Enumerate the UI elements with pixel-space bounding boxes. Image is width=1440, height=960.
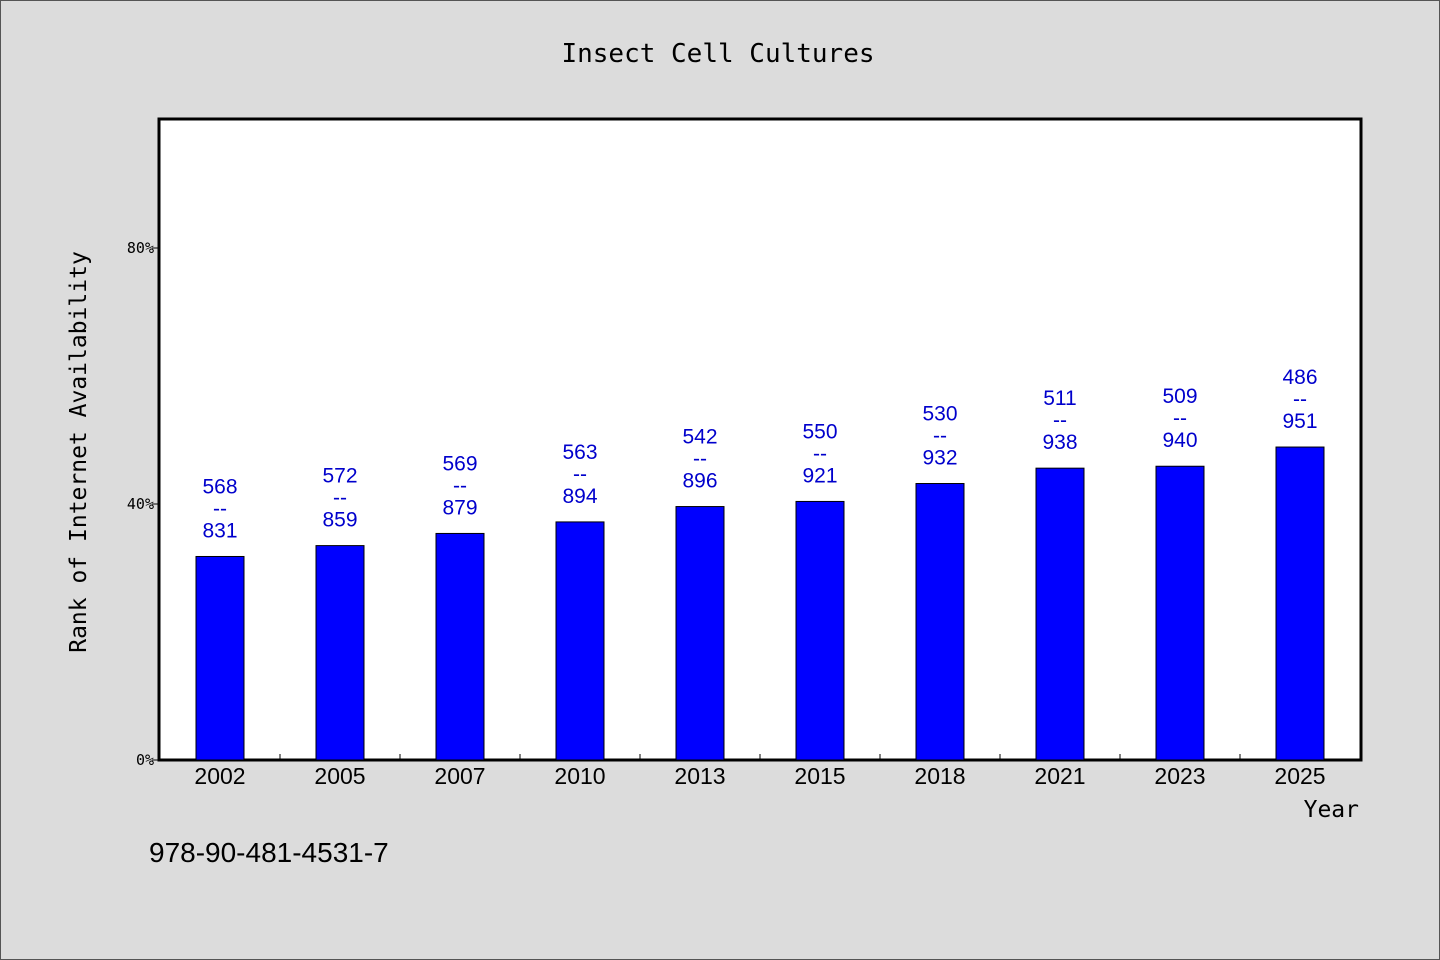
data-label-top: 572 [322,465,357,488]
data-label-bottom: 896 [682,470,717,493]
data-label-top: 486 [1282,366,1317,389]
data-label-top: 550 [802,420,837,443]
data-label-top: 569 [442,452,477,475]
data-label-separator: -- [333,487,347,510]
data-label-bottom: 831 [202,519,237,542]
chart-title: Insect Cell Cultures [561,39,874,69]
x-axis: 2002 2005 2007 2010 2013 2015 2018 2021 2023 2025 [194,754,1326,789]
data-label-bottom: 879 [442,496,477,519]
data-label-top: 542 [682,426,717,449]
data-label-top: 563 [562,441,597,464]
data-label-separator: -- [453,474,467,497]
x-tick-label: 2002 [194,763,245,789]
footnote-text: 978-90-481-4531-7 [149,837,389,868]
y-tick-label: 40% [127,495,154,513]
x-tick-label: 2015 [794,763,845,789]
data-label-top: 511 [1043,387,1076,410]
x-tick-label: 2005 [314,763,365,789]
y-axis: 0% 40% 80% [127,239,160,769]
data-label-separator: -- [933,425,947,448]
data-label-bottom: 894 [562,485,597,508]
data-label-separator: -- [1053,409,1067,432]
x-tick-label: 2018 [914,763,965,789]
data-label-bottom: 951 [1282,410,1317,433]
data-label-top: 568 [202,475,237,498]
bar [1035,467,1085,761]
y-tick-label: 0% [136,751,154,769]
bar [1155,465,1205,761]
data-label-separator: -- [573,463,587,486]
x-tick-label: 2021 [1034,763,1085,789]
data-label-top: 509 [1162,385,1197,408]
bar [915,483,965,761]
bar [795,500,845,761]
y-tick-label: 80% [127,239,154,257]
data-label-bottom: 921 [802,464,837,487]
data-label-separator: -- [813,442,827,465]
data-label-bottom: 932 [922,447,957,470]
x-tick-label: 2007 [434,763,485,789]
bar [195,555,245,761]
data-label-bottom: 859 [322,509,357,532]
x-tick-label: 2010 [554,763,605,789]
x-tick-label: 2025 [1274,763,1325,789]
x-axis-title: Year [1304,797,1359,823]
data-label-separator: -- [1173,407,1187,430]
data-label-bottom: 938 [1042,431,1077,454]
bar [1275,446,1325,761]
data-label-separator: -- [693,448,707,471]
x-tick-label: 2013 [674,763,725,789]
bars-layer [195,446,1325,761]
data-label-bottom: 940 [1162,429,1197,452]
bar [315,545,365,761]
bar [435,532,485,761]
y-axis-title: Rank of Internet Availability [66,251,92,653]
x-tick-label: 2023 [1154,763,1205,789]
bar [675,506,725,761]
bar [555,521,605,761]
data-labels-layer: 568--831572--859569--879563--894542--896… [202,366,1317,542]
data-label-top: 530 [922,403,957,426]
data-label-separator: -- [1293,388,1307,411]
data-label-separator: -- [213,497,227,520]
